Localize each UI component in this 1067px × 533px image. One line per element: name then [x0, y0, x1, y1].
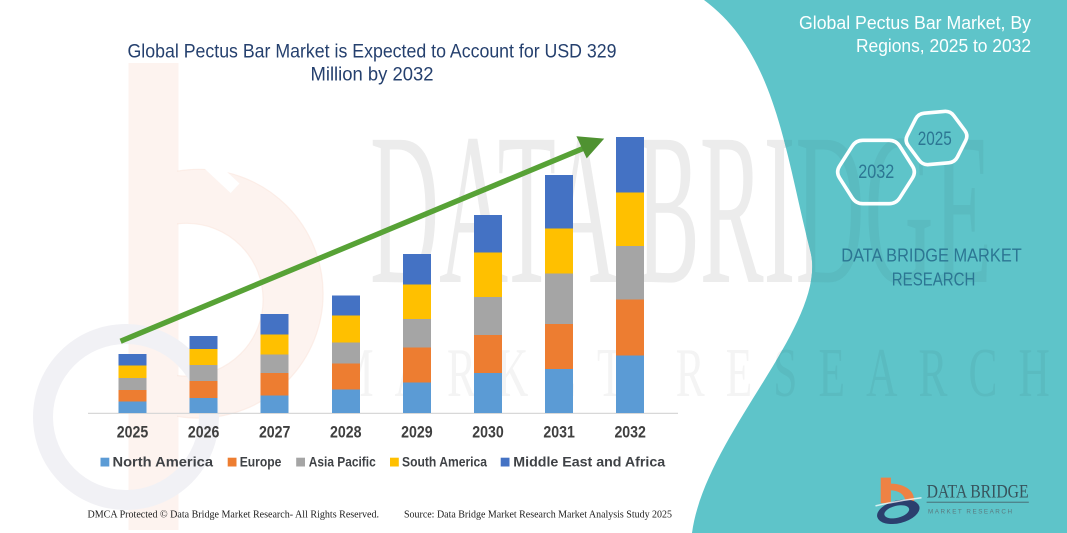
svg-text:2025: 2025 — [117, 423, 149, 441]
svg-text:2032: 2032 — [614, 423, 646, 441]
svg-text:2029: 2029 — [401, 423, 433, 441]
svg-text:MARKET RESEARCH: MARKET RESEARCH — [928, 509, 1014, 516]
svg-text:DATA BRIDGE MARKET: DATA BRIDGE MARKET — [841, 245, 1022, 266]
svg-text:Europe: Europe — [240, 455, 282, 470]
svg-text:Asia Pacific: Asia Pacific — [309, 455, 376, 470]
svg-text:Source: Data Bridge Market Res: Source: Data Bridge Market Research Mark… — [404, 510, 672, 521]
svg-text:RESEARCH: RESEARCH — [892, 268, 976, 289]
svg-text:2030: 2030 — [472, 423, 504, 441]
svg-text:2032: 2032 — [858, 162, 894, 183]
svg-text:2026: 2026 — [188, 423, 220, 441]
svg-text:2027: 2027 — [259, 423, 291, 441]
svg-text:North America: North America — [113, 455, 214, 470]
svg-text:DMCA Protected © Data Bridge M: DMCA Protected © Data Bridge Market Rese… — [88, 510, 380, 521]
svg-text:Middle East and Africa: Middle East and Africa — [513, 455, 665, 470]
svg-text:2028: 2028 — [330, 423, 362, 441]
svg-text:South America: South America — [402, 455, 487, 470]
svg-text:Global Pectus Bar Market, By: Global Pectus Bar Market, By — [799, 12, 1032, 33]
svg-text:2031: 2031 — [543, 423, 575, 441]
svg-text:2025: 2025 — [918, 129, 952, 150]
svg-text:Million by 2032: Million by 2032 — [311, 64, 434, 86]
svg-text:Regions, 2025 to 2032: Regions, 2025 to 2032 — [856, 35, 1031, 56]
svg-text:DATA BRIDGE: DATA BRIDGE — [927, 483, 1029, 503]
svg-text:Global Pectus Bar Market is Ex: Global Pectus Bar Market is Expected to … — [128, 41, 617, 63]
